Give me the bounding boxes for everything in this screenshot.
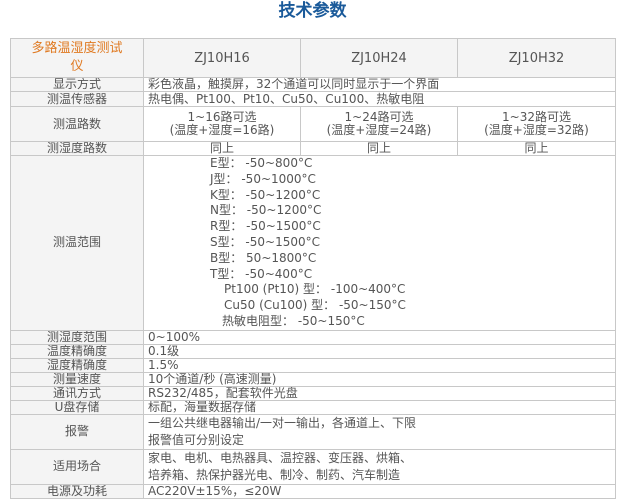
table-row: 通讯方式 RS232/485，配套软件光盘 <box>10 385 616 401</box>
product-name: 多路温湿度测试仪 <box>10 38 144 78</box>
row-value: 0~100% <box>143 329 616 345</box>
line: T型： -50~400°C <box>210 266 313 281</box>
row-value: 同上 <box>457 141 616 156</box>
row-label: 测温路数 <box>10 106 144 142</box>
spec-table: 多路温湿度测试仪 ZJ10H16 ZJ10H24 ZJ10H32 显示方式 彩色液… <box>10 38 616 499</box>
row-value: 家电、电机、电热器具、温控器、变压器、烘箱、 培养箱、热保护器光电、制冷、制药、汽… <box>143 448 616 485</box>
model-2: ZJ10H24 <box>300 38 458 78</box>
line: (温度+湿度=16路) <box>169 123 275 137</box>
line: 一组公共继电器输出/一对一输出，各通道上、下限 <box>148 415 417 430</box>
table-row: 适用场合 家电、电机、电热器具、温控器、变压器、烘箱、 培养箱、热保护器光电、制冷、… <box>10 448 616 485</box>
row-value: 1~24路可选 (温度+湿度=24路) <box>300 106 458 142</box>
line: (温度+湿度=32路) <box>484 123 589 137</box>
table-row: 湿度精确度 1.5% <box>10 357 616 373</box>
row-value: 一组公共继电器输出/一对一输出，各通道上、下限 报警值可分别设定 <box>143 413 616 450</box>
line: Cu50 (Cu100) 型： -50~150°C <box>224 298 406 313</box>
line: S型： -50~1500°C <box>210 234 321 249</box>
table-row: 显示方式 彩色液晶，触摸屏，32个通道可以同时显示于一个界面 <box>10 77 616 92</box>
line: N型： -50~1200°C <box>210 203 322 218</box>
row-value: 0.1级 <box>143 343 616 359</box>
row-value: 1~16路可选 (温度+湿度=16路) <box>143 106 301 142</box>
model-1: ZJ10H16 <box>143 38 301 78</box>
row-value: AC220V±15%，≤20W <box>143 483 616 499</box>
line: 报警值可分别设定 <box>148 432 245 447</box>
line: 1~16路可选 <box>187 110 257 124</box>
line: J型： -50~1000°C <box>210 171 316 186</box>
line: (温度+湿度=24路) <box>326 123 432 137</box>
row-label: 测湿度范围 <box>10 329 144 345</box>
row-label: U盘存储 <box>10 399 144 415</box>
line: R型： -50~1500°C <box>210 219 321 234</box>
row-value: 1.5% <box>143 357 616 373</box>
line: 1~24路可选 <box>344 110 414 124</box>
line: E型： -50~800°C <box>210 156 313 170</box>
table-row: 电源及功耗 AC220V±15%，≤20W <box>10 483 616 499</box>
row-label: 电源及功耗 <box>10 483 144 499</box>
row-value: 彩色液晶，触摸屏，32个通道可以同时显示于一个界面 <box>143 77 616 92</box>
table-row: 测温路数 1~16路可选 (温度+湿度=16路) 1~24路可选 (温度+湿度=24… <box>10 106 616 142</box>
row-label: 测温范围 <box>10 155 144 331</box>
line: 家电、电机、电热器具、温控器、变压器、烘箱、 <box>148 450 413 465</box>
line: 培养箱、热保护器光电、制冷、制药、汽车制造 <box>148 467 401 482</box>
row-label: 湿度精确度 <box>10 357 144 373</box>
row-value: RS232/485，配套软件光盘 <box>143 385 616 401</box>
table-row: 报警 一组公共继电器输出/一对一输出，各通道上、下限 报警值可分别设定 <box>10 413 616 450</box>
model-3: ZJ10H32 <box>457 38 616 78</box>
line: 热敏电阻型： -50~150°C <box>222 313 365 328</box>
page-title: 技术参数 <box>278 1 347 21</box>
row-label: 测量速度 <box>10 371 144 387</box>
row-label: 测温传感器 <box>10 91 144 107</box>
row-value: 10个通道/秒 (高速测量) <box>143 371 616 387</box>
table-row: 测量速度 10个通道/秒 (高速测量) <box>10 371 616 387</box>
row-value: 同上 <box>300 141 458 156</box>
table-row: 温度精确度 0.1级 <box>10 343 616 359</box>
row-value: 1~32路可选 (温度+湿度=32路) <box>457 106 616 142</box>
row-value: E型： -50~800°C J型： -50~1000°C K型： -50~120… <box>143 155 616 331</box>
line: K型： -50~1200°C <box>210 187 321 202</box>
row-value: 同上 <box>143 141 301 156</box>
table-row: 测湿度范围 0~100% <box>10 329 616 345</box>
row-label: 报警 <box>10 413 144 450</box>
header-row: 多路温湿度测试仪 ZJ10H16 ZJ10H24 ZJ10H32 <box>10 38 616 78</box>
row-label: 适用场合 <box>10 448 144 485</box>
table-row: 测温范围 E型： -50~800°C J型： -50~1000°C K型： -5… <box>10 155 616 331</box>
line: 1~32路可选 <box>502 110 571 124</box>
row-value: 热电偶、Pt100、Pt10、Cu50、Cu100、热敏电阻 <box>143 91 616 107</box>
row-value: 标配，海量数据存储 <box>143 399 616 415</box>
line: Pt100 (Pt10) 型： -100~400°C <box>224 282 406 297</box>
line: B型： 50~1800°C <box>210 250 317 265</box>
row-label: 显示方式 <box>10 77 144 92</box>
table-row: 测湿度路数 同上 同上 同上 <box>10 141 616 156</box>
row-label: 通讯方式 <box>10 385 144 401</box>
table-row: 测温传感器 热电偶、Pt100、Pt10、Cu50、Cu100、热敏电阻 <box>10 91 616 107</box>
row-label: 测湿度路数 <box>10 141 144 156</box>
row-label: 温度精确度 <box>10 343 144 359</box>
table-row: U盘存储 标配，海量数据存储 <box>10 399 616 415</box>
